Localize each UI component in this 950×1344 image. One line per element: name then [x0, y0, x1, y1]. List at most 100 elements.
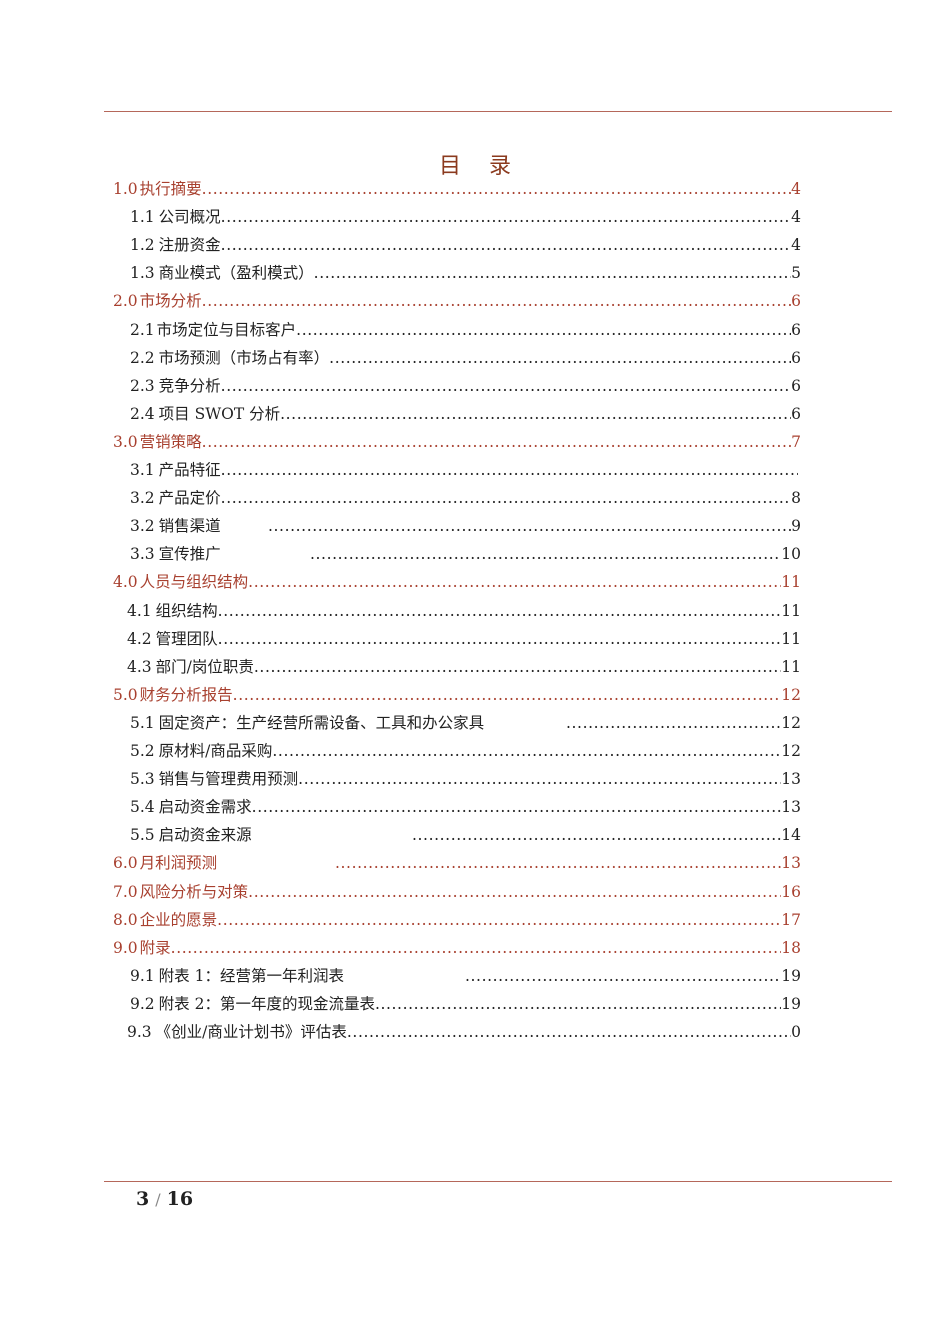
toc-entry[interactable]: 3.0 营销策略.................................… — [113, 430, 801, 452]
toc-entry[interactable]: 5.0 财务分析报告...............................… — [113, 683, 801, 705]
toc-page-number: 11 — [781, 601, 801, 620]
toc-entry[interactable]: 4.2 管理团队.................................… — [127, 627, 801, 649]
toc-number: 4.1 — [127, 601, 152, 620]
toc-entry[interactable]: 2.3 竞争分析.................................… — [130, 374, 801, 396]
toc-number: 3.0 — [113, 432, 138, 451]
toc-page-number: 4 — [791, 236, 801, 255]
toc-entry[interactable]: 9.1 附表 1：经营第一年利润表........................… — [130, 964, 801, 986]
toc-page-number: 4 — [791, 208, 801, 227]
dot-leader: ........................................… — [220, 236, 791, 255]
toc-entry[interactable]: 1.1 公司概况.................................… — [130, 205, 801, 227]
toc-page-number: 8 — [791, 489, 801, 508]
toc-number: 5.4 — [130, 798, 155, 817]
page-title: 目录 — [0, 148, 950, 180]
toc-number: 3.3 — [130, 545, 155, 564]
toc-entry[interactable]: 5.2 原材料/商品采购.............................… — [130, 739, 801, 761]
dot-leader: ........................................… — [346, 1023, 791, 1041]
toc-entry[interactable]: 4.3 部门/岗位职责..............................… — [127, 655, 801, 677]
page-number: 3 / 16 — [136, 1188, 193, 1210]
toc-entry[interactable]: 3.3 宣传推广.................................… — [130, 542, 801, 564]
toc-label: 商业模式（盈利模式） — [158, 264, 314, 283]
toc-entry[interactable]: 4.0 人员与组织结构..............................… — [113, 570, 801, 592]
toc-number: 3.2 — [130, 489, 155, 508]
toc-label: 产品定价 — [158, 489, 221, 508]
dot-leader: ........................................… — [170, 938, 782, 957]
toc-label: 注册资金 — [158, 236, 221, 255]
toc-page-number: 12 — [781, 713, 801, 732]
toc-number: 5.5 — [130, 826, 155, 845]
toc-entry[interactable]: 9.0 附录...................................… — [113, 936, 801, 958]
toc-entry[interactable]: 6.0 月利润预测................................… — [113, 851, 801, 873]
toc-number: 4.0 — [113, 573, 138, 592]
toc-number: 1.3 — [130, 264, 155, 283]
toc-entry[interactable]: 9.2 附表 2：第一年度的现金流量表......................… — [130, 992, 801, 1014]
toc-page-number: 9 — [791, 517, 801, 536]
toc-entry[interactable]: 1.0 执行摘要.................................… — [113, 177, 801, 199]
toc-number: 1.2 — [130, 236, 155, 255]
toc-label: 管理团队 — [155, 629, 218, 648]
toc-number: 2.0 — [113, 292, 138, 311]
toc-label: 月利润预测 — [139, 854, 218, 873]
toc-number: 6.0 — [113, 854, 138, 873]
total-pages: 16 — [166, 1188, 194, 1210]
toc-number: 2.3 — [130, 376, 155, 395]
toc-label: 市场预测（市场占有率） — [158, 348, 330, 367]
toc-entry[interactable]: 8.0 企业的愿景................................… — [113, 908, 801, 930]
toc-page-number: 6 — [791, 348, 801, 367]
toc-entry[interactable]: 3.1 产品特征.................................… — [130, 458, 798, 480]
toc-entry[interactable]: 4.1 组织结构.................................… — [127, 599, 801, 621]
toc-entry[interactable]: 2.1 市场定位与目标客户............................… — [130, 318, 801, 340]
dot-leader: ........................................… — [201, 180, 791, 198]
toc-entry[interactable]: 1.3 商业模式（盈利模式）...........................… — [130, 261, 801, 283]
toc-page-number: 6 — [791, 376, 801, 395]
toc-entry[interactable]: 5.5 启动资金来源...............................… — [130, 823, 801, 845]
toc-page-number: 7 — [791, 432, 801, 451]
toc-page-number: 6 — [791, 320, 801, 339]
toc-number: 9.2 — [130, 994, 155, 1013]
toc-entry[interactable]: 5.4 启动资金需求...............................… — [130, 795, 801, 817]
dot-leader: ........................................… — [335, 854, 782, 873]
toc-entry[interactable]: 2.2 市场预测（市场占有率）..........................… — [130, 346, 801, 368]
toc-entry[interactable]: 7.0 风险分析与对策..............................… — [113, 880, 801, 902]
toc-label: 启动资金来源 — [158, 826, 252, 845]
dot-leader: ........................................… — [374, 994, 782, 1013]
toc-page-number: 13 — [781, 770, 801, 789]
toc-number: 3.1 — [130, 461, 155, 479]
current-page: 3 — [136, 1188, 150, 1210]
page-separator: / — [155, 1190, 161, 1209]
dot-leader: ........................................… — [220, 461, 798, 479]
toc-entry[interactable]: 2.0 市场分析.................................… — [113, 289, 801, 311]
toc-page-number: 10 — [781, 545, 801, 564]
toc-label: 启动资金需求 — [158, 798, 252, 817]
toc-number: 9.1 — [130, 966, 155, 985]
dot-leader: ........................................… — [251, 798, 782, 817]
title-char: 录 — [489, 154, 512, 179]
toc-label: 人员与组织结构 — [139, 573, 249, 592]
toc-page-number: 6 — [791, 404, 801, 423]
toc-entry[interactable]: 3.2 销售渠道.................................… — [130, 514, 801, 536]
dot-leader: ........................................… — [220, 489, 791, 508]
dot-leader: ........................................… — [220, 376, 791, 395]
toc-number: 5.3 — [130, 770, 155, 789]
toc-page-number: 5 — [791, 264, 801, 283]
toc-entry[interactable]: 5.1 固定资产：生产经营所需设备、工具和办公家具................… — [130, 711, 801, 733]
toc-entry[interactable]: 2.4 项目 SWOT 分析...........................… — [130, 402, 801, 424]
toc-page-number: 14 — [781, 826, 801, 845]
toc-page-number: 19 — [781, 966, 801, 985]
dot-leader: ........................................… — [268, 517, 792, 536]
dot-leader: ........................................… — [217, 910, 781, 929]
dot-leader: ........................................… — [232, 685, 782, 704]
toc-label: 市场定位与目标客户 — [156, 320, 297, 339]
toc-page-number: 11 — [781, 629, 801, 648]
toc-label: 企业的愿景 — [139, 910, 218, 929]
toc-label: 公司概况 — [158, 208, 221, 227]
toc-number: 8.0 — [113, 910, 138, 929]
dot-leader: ........................................… — [310, 545, 781, 564]
toc-entry[interactable]: 5.3 销售与管理费用预测............................… — [130, 767, 801, 789]
header-rule — [104, 111, 892, 112]
toc-label: 营销策略 — [139, 432, 202, 451]
toc-entry[interactable]: 9.3 《创业/商业计划书》评估表........................… — [127, 1020, 801, 1042]
toc-entry[interactable]: 1.2 注册资金.................................… — [130, 233, 801, 255]
toc-entry[interactable]: 3.2 产品定价.................................… — [130, 486, 801, 508]
toc-label: 销售与管理费用预测 — [158, 770, 299, 789]
